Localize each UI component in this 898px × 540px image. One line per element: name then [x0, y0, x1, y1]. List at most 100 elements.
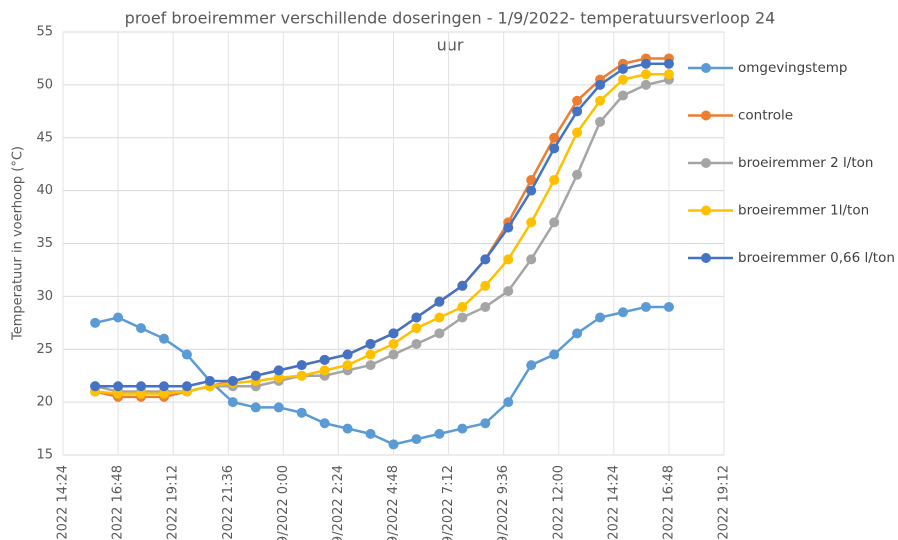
- data-point: [319, 418, 330, 429]
- data-point: [618, 64, 629, 75]
- data-point: [365, 428, 376, 439]
- legend-label: broeiremmer 1l/ton: [738, 203, 869, 219]
- data-point: [549, 132, 560, 143]
- data-point: [90, 381, 101, 392]
- legend-label: omgevingstemp: [738, 60, 848, 76]
- data-point: [388, 338, 399, 349]
- data-point: [572, 95, 583, 106]
- x-tick-label: /2022 16:48: [111, 465, 126, 540]
- data-point: [480, 301, 491, 312]
- x-tick-label: 9/2022 7:12: [441, 465, 456, 540]
- x-tick-label: /2022 14:24: [56, 465, 71, 540]
- data-point: [411, 323, 422, 334]
- data-point: [549, 217, 560, 228]
- x-tick-label: 9/2022 9:36: [496, 465, 511, 540]
- data-point: [526, 217, 537, 228]
- data-point: [640, 301, 651, 312]
- data-point: [457, 280, 468, 291]
- series-line: [95, 73, 669, 395]
- data-point: [434, 428, 445, 439]
- data-point: [365, 349, 376, 360]
- data-point: [526, 185, 537, 196]
- data-point: [549, 175, 560, 186]
- data-point: [572, 169, 583, 180]
- data-point: [296, 360, 307, 371]
- data-point: [411, 312, 422, 323]
- data-point: [411, 434, 422, 445]
- data-point: [434, 312, 445, 323]
- x-tick-label: 9/2022 4:48: [386, 465, 401, 540]
- legend-marker: [701, 205, 711, 216]
- data-point: [250, 370, 261, 381]
- data-point: [549, 349, 560, 360]
- data-point: [572, 328, 583, 339]
- data-point: [434, 296, 445, 307]
- data-point: [319, 354, 330, 365]
- data-point: [595, 79, 606, 90]
- data-point: [663, 301, 674, 312]
- y-tick-label: 30: [36, 289, 53, 304]
- x-tick-label: /2022 16:48: [661, 465, 676, 540]
- data-point: [503, 222, 514, 233]
- data-point: [273, 402, 284, 413]
- data-point: [503, 397, 514, 408]
- legend-label: broeiremmer 0,66 l/ton: [738, 250, 895, 266]
- data-point: [526, 360, 537, 371]
- y-tick-label: 50: [36, 77, 53, 92]
- data-point: [342, 360, 353, 371]
- data-point: [388, 328, 399, 339]
- data-point: [365, 338, 376, 349]
- data-point: [663, 58, 674, 69]
- series-line: [94, 57, 669, 399]
- data-point: [503, 254, 514, 265]
- data-point: [457, 301, 468, 312]
- data-point: [663, 69, 674, 80]
- data-point: [113, 381, 124, 392]
- data-point: [204, 375, 215, 386]
- data-point: [365, 360, 376, 371]
- data-point: [480, 280, 491, 291]
- y-tick-label: 15: [36, 448, 53, 463]
- data-point: [411, 338, 422, 349]
- data-point: [227, 375, 238, 386]
- data-point: [250, 402, 261, 413]
- chart-title: proef broeiremmer verschillende dosering…: [125, 9, 776, 28]
- data-point: [457, 423, 468, 434]
- series-line: [95, 62, 669, 388]
- data-point: [90, 317, 101, 328]
- data-point: [503, 286, 514, 297]
- chart-title: uur: [437, 36, 464, 55]
- legend-label: broeiremmer 2 l/ton: [738, 155, 873, 171]
- legend-marker: [701, 158, 711, 168]
- data-point: [640, 79, 651, 90]
- data-point: [572, 127, 583, 138]
- series-line: [94, 305, 669, 446]
- data-point: [572, 106, 583, 117]
- data-point: [526, 175, 537, 186]
- data-point: [342, 423, 353, 434]
- data-point: [457, 312, 468, 323]
- data-point: [388, 349, 399, 360]
- x-tick-label: /2022 21:36: [221, 465, 236, 540]
- data-point: [342, 349, 353, 360]
- data-point: [273, 372, 284, 383]
- data-point: [158, 381, 169, 392]
- y-tick-label: 35: [36, 236, 53, 251]
- data-point: [526, 254, 537, 265]
- y-tick-label: 40: [36, 183, 53, 198]
- legend-marker: [701, 253, 711, 263]
- legend-marker: [701, 63, 711, 73]
- y-tick-label: 55: [36, 25, 53, 40]
- x-tick-label: /2022 14:24: [606, 465, 621, 540]
- data-point: [158, 388, 169, 399]
- data-point: [434, 328, 445, 339]
- data-point: [618, 307, 629, 318]
- y-tick-label: 25: [36, 342, 53, 357]
- x-tick-label: 9/2022 2:24: [331, 465, 346, 540]
- data-point: [480, 254, 491, 265]
- legend-marker: [701, 110, 711, 121]
- x-tick-label: /2022 19:12: [717, 465, 732, 540]
- x-tick-label: /2022 19:12: [166, 465, 181, 540]
- data-point: [181, 349, 192, 360]
